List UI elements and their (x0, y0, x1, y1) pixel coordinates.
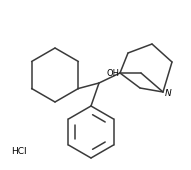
Text: N: N (165, 89, 172, 98)
Text: HCl: HCl (11, 148, 27, 157)
Text: OH: OH (107, 70, 120, 79)
